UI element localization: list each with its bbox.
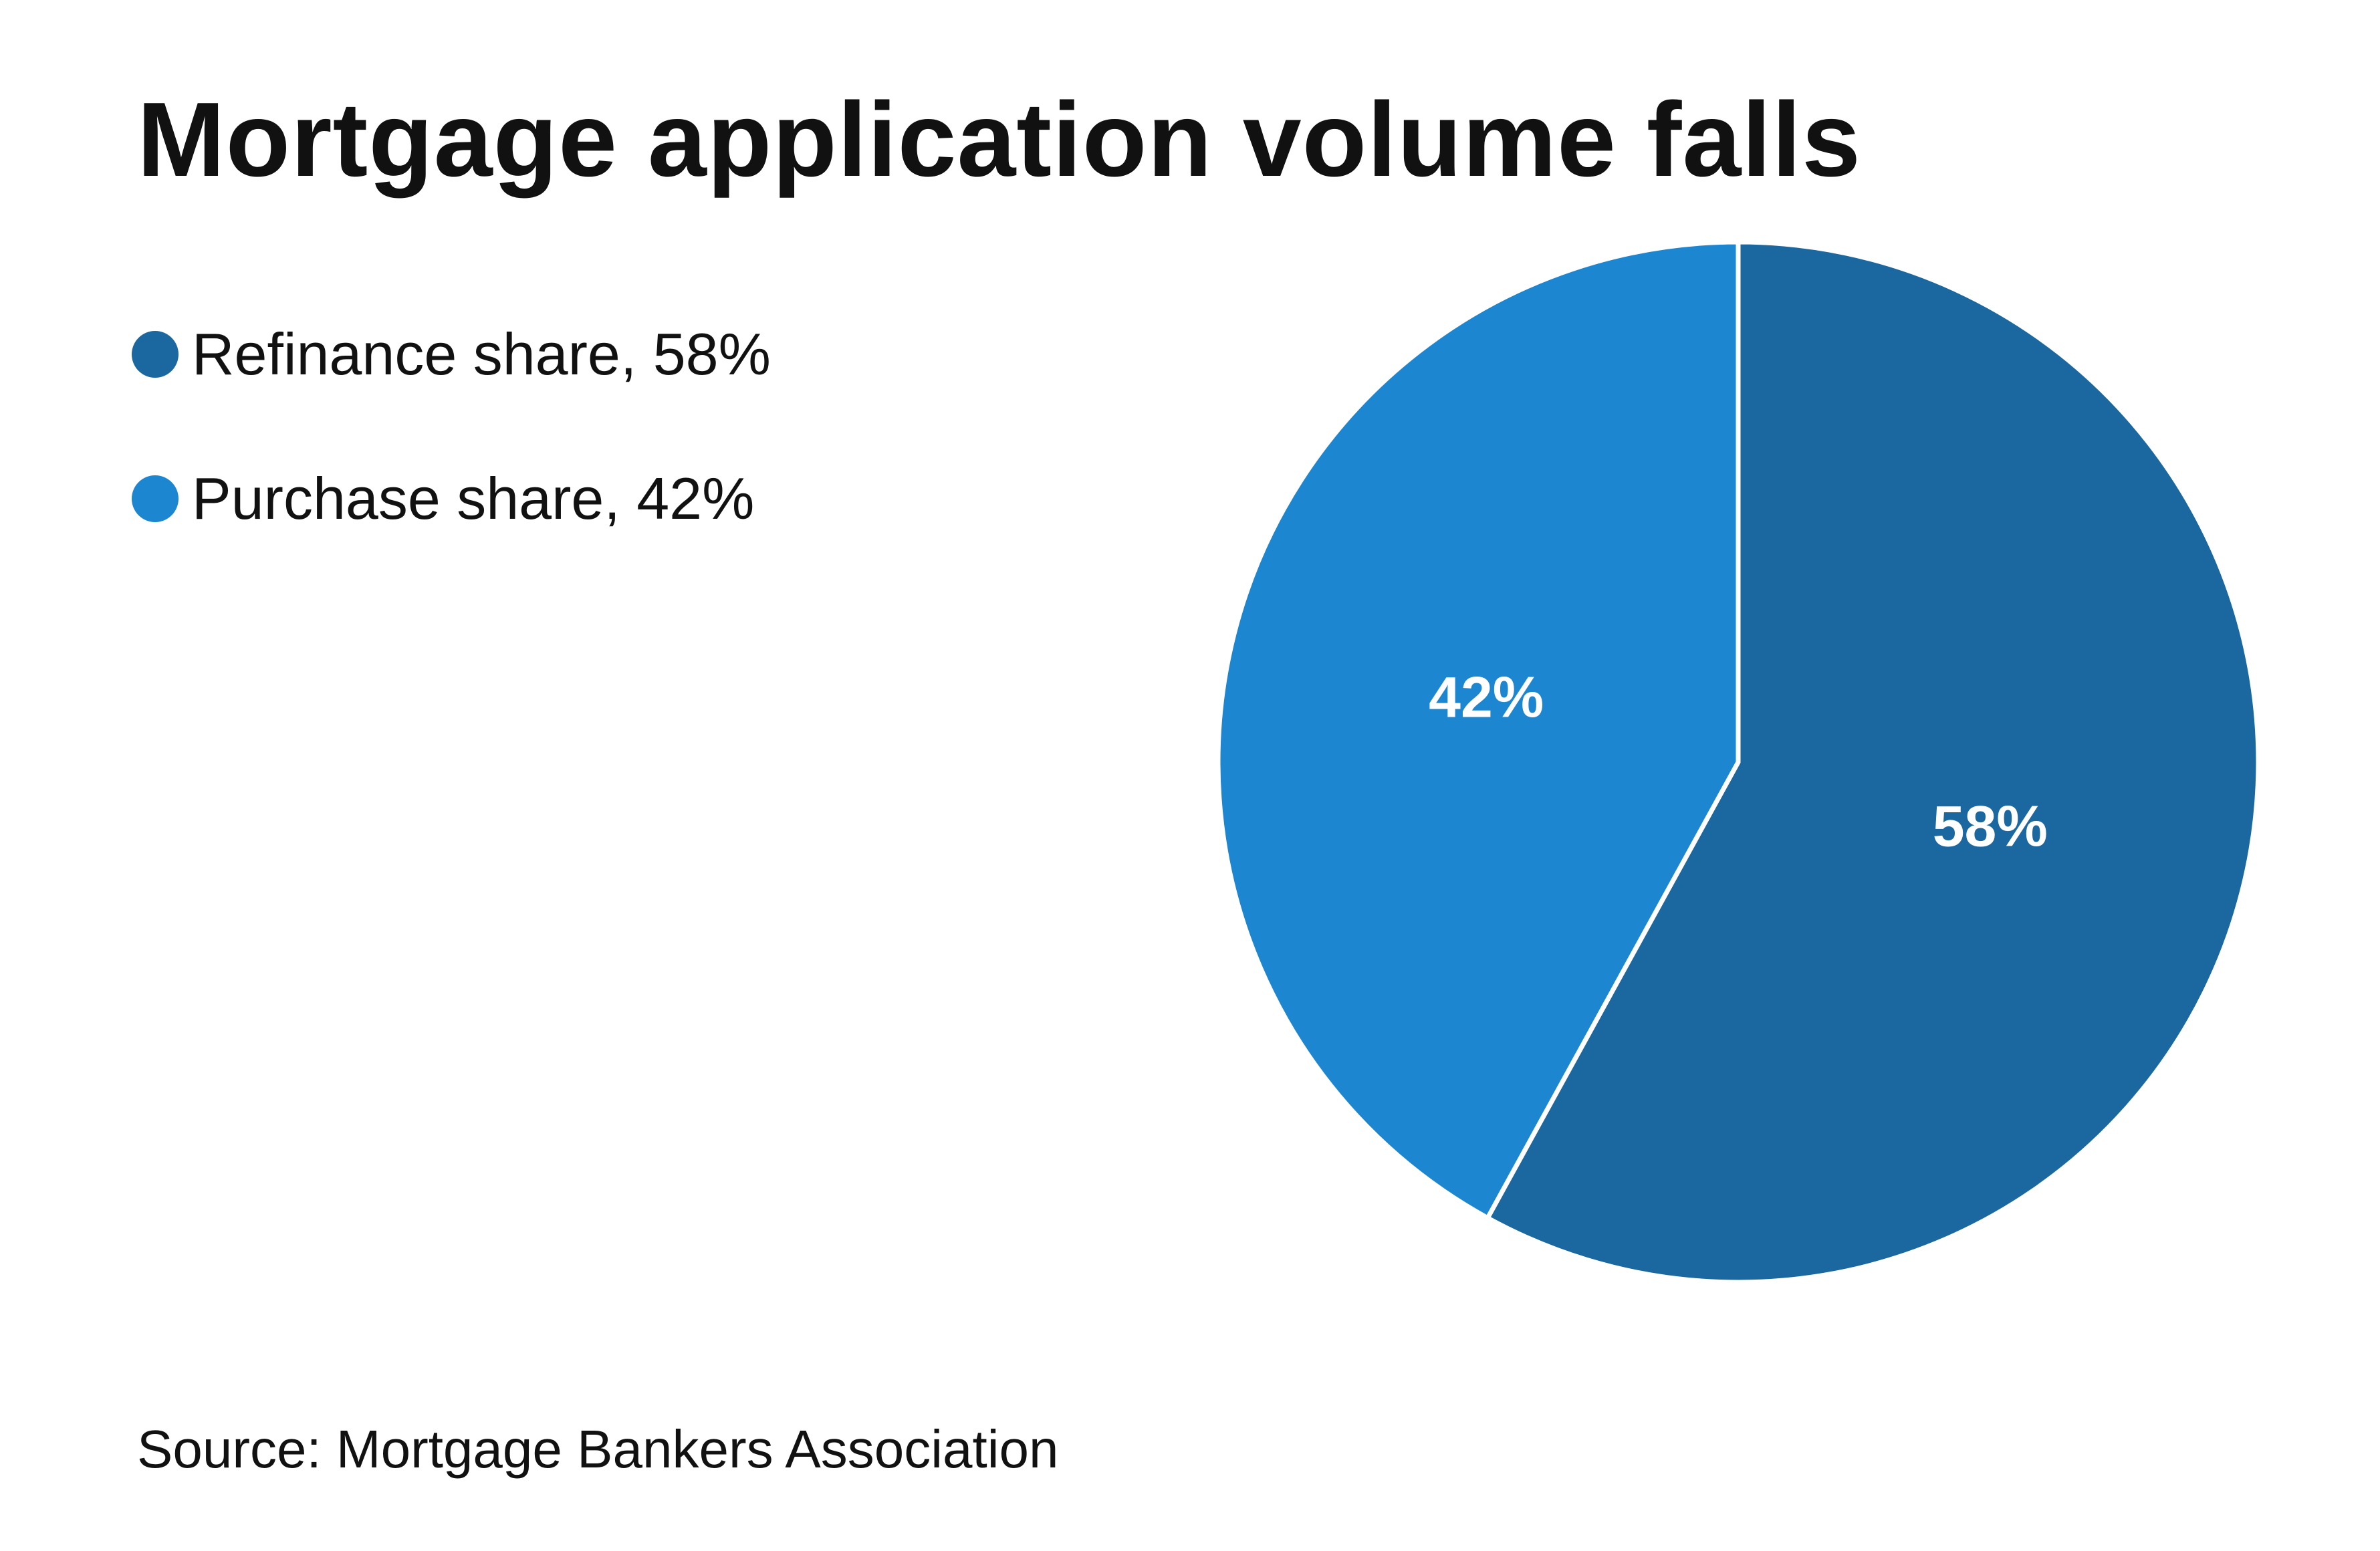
legend: Refinance share, 58% Purchase share, 42% [132,314,771,603]
legend-item-refinance: Refinance share, 58% [132,314,771,394]
pie-slice-purchase [1215,239,1741,1221]
legend-item-purchase: Purchase share, 42% [132,459,771,539]
pie-slice-refinance [1485,239,2261,1285]
chart-title: Mortgage application volume falls [137,81,1861,199]
legend-swatch-refinance [132,331,178,378]
legend-label-purchase: Purchase share, 42% [192,465,755,531]
source-note: Source: Mortgage Bankers Association [137,1419,1059,1479]
pie-label-purchase: 42% [1429,665,1544,729]
pie-label-refinance: 58% [1933,795,2048,859]
legend-label-refinance: Refinance share, 58% [192,321,771,387]
legend-swatch-purchase [132,475,178,522]
